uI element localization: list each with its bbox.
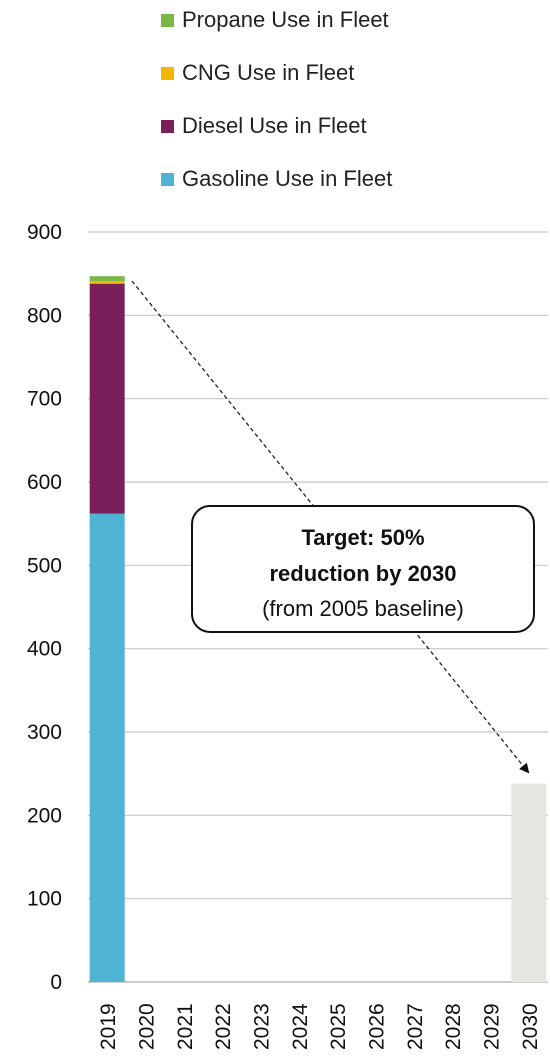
bar-2019-cng-use-in-fleet [89,281,125,284]
y-tick-label-900: 900 [27,221,62,244]
x-tick-label-2022: 2022 [212,1003,235,1050]
x-tick-label-2027: 2027 [404,1003,427,1050]
y-tick-label-500: 500 [27,554,62,577]
x-tick-label-2020: 2020 [136,1003,159,1050]
legend-label-gasoline-use-in-fleet: Gasoline Use in Fleet [182,166,392,191]
y-tick-label-700: 700 [27,388,62,411]
annotation-box [191,505,535,633]
legend-swatch-propane-use-in-fleet [161,14,174,27]
annotation-line-2: reduction by 2030 [269,561,456,586]
legend: Propane Use in Fleet CNG Use in Fleet Dies… [161,7,392,191]
x-tick-label-2029: 2029 [481,1003,504,1050]
y-tick-label-200: 200 [27,804,62,827]
bar-2019-propane-use-in-fleet [89,276,125,282]
annotation-line-3: (from 2005 baseline) [262,596,464,621]
legend-label-propane-use-in-fleet: Propane Use in Fleet [182,7,389,32]
x-tick-label-2021: 2021 [174,1003,197,1050]
legend-label-diesel-use-in-fleet: Diesel Use in Fleet [182,113,367,138]
x-tick-label-2026: 2026 [366,1003,389,1050]
x-tick-label-2030: 2030 [519,1003,542,1050]
bar-2019-diesel-use-in-fleet [89,283,125,514]
y-tick-label-300: 300 [27,721,62,744]
y-tick-label-400: 400 [27,638,62,661]
y-tick-label-100: 100 [27,888,62,911]
x-tick-label-2023: 2023 [251,1003,274,1050]
legend-label-cng-use-in-fleet: CNG Use in Fleet [182,60,354,85]
bars [89,276,547,982]
legend-swatch-gasoline-use-in-fleet [161,173,174,186]
x-tick-label-2025: 2025 [327,1003,350,1050]
y-tick-label-800: 800 [27,304,62,327]
legend-swatch-cng-use-in-fleet [161,67,174,80]
x-tick-label-2024: 2024 [289,1003,312,1050]
bar-2019-gasoline-use-in-fleet [89,513,125,982]
y-tick-label-600: 600 [27,471,62,494]
annotation-line-1: Target: 50% [301,525,424,550]
x-tick-label-2028: 2028 [442,1003,465,1050]
legend-swatch-diesel-use-in-fleet [161,120,174,133]
annotation: Target: 50% reduction by 2030 (from 2005… [131,280,535,774]
y-tick-label-0: 0 [50,971,62,994]
x-tick-label-2019: 2019 [97,1003,120,1050]
y-axis-tick-labels: 0 100 200 300 400 500 600 700 800 900 [27,221,62,994]
bar-2030-target [511,783,547,982]
x-axis-tick-labels: 2019 2020 2021 2022 2023 2024 2025 2026 2027 2028… [97,1003,542,1050]
